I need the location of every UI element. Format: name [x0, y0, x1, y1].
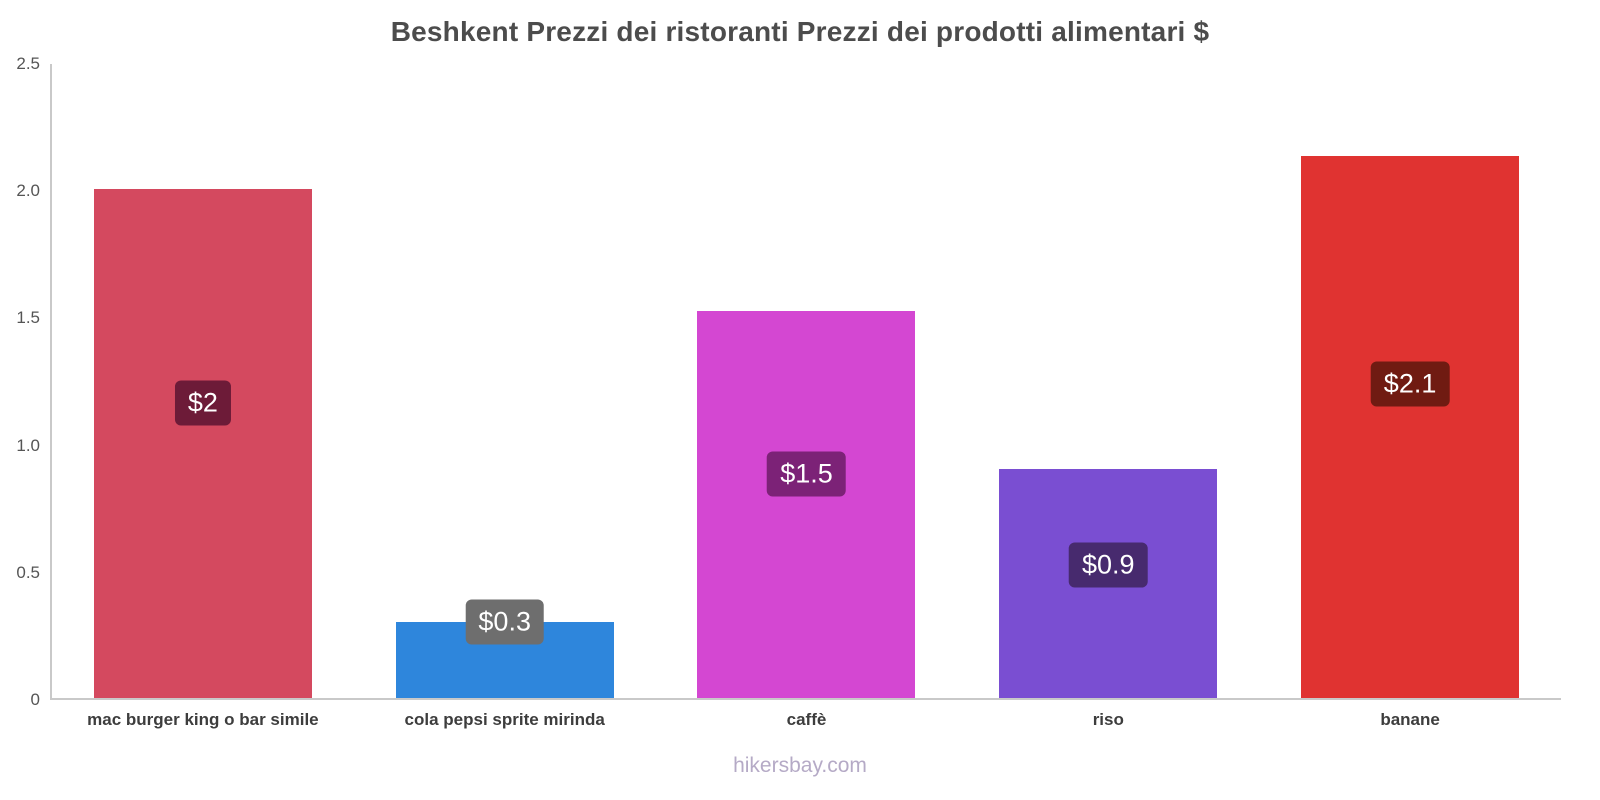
bar-value-label-0: $2 [174, 380, 231, 426]
x-axis-label-0: mac burger king o bar simile [87, 710, 319, 729]
watermark-hikersbay: hikersbay.com [733, 754, 867, 777]
bar-slot-0: $2 mac burger king o bar simile [52, 64, 354, 729]
y-tick-label-2.0: 2.0 [16, 181, 40, 201]
y-tick-label-1.5: 1.5 [16, 308, 40, 328]
bar-slot-4: $2.1 banane [1259, 64, 1561, 729]
y-tick-label-0.5: 0.5 [16, 562, 40, 582]
bar-slot-3: $0.9 riso [957, 64, 1259, 729]
plot-area: $2 mac burger king o bar simile $0.3 cola p… [50, 64, 1561, 729]
y-tick-label-0: 0 [30, 690, 40, 709]
y-tick-label-1.0: 1.0 [16, 435, 40, 455]
chart-title: Beshkent Prezzi dei ristoranti Prezzi de… [390, 16, 1210, 47]
bar-value-label-2: $1.5 [767, 451, 846, 497]
bar-2 [697, 311, 916, 698]
x-axis-label-2: caffè [786, 710, 827, 729]
x-axis-label-1: cola pepsi sprite mirinda [404, 710, 605, 729]
bar-value-label-3: $0.9 [1069, 542, 1148, 588]
x-axis-label-3: riso [1092, 710, 1124, 729]
y-tick-label-2.5: 2.5 [16, 54, 40, 73]
bar-slot-1: $0.3 cola pepsi sprite mirinda [354, 64, 656, 729]
bar-slot-2: $1.5 caffè [656, 64, 958, 729]
x-axis-label-4: banane [1380, 710, 1440, 729]
bar-value-label-1: $0.3 [465, 599, 544, 645]
bar-0 [93, 189, 312, 698]
bar-value-label-4: $2.1 [1370, 361, 1450, 407]
bar-4 [1301, 156, 1520, 698]
